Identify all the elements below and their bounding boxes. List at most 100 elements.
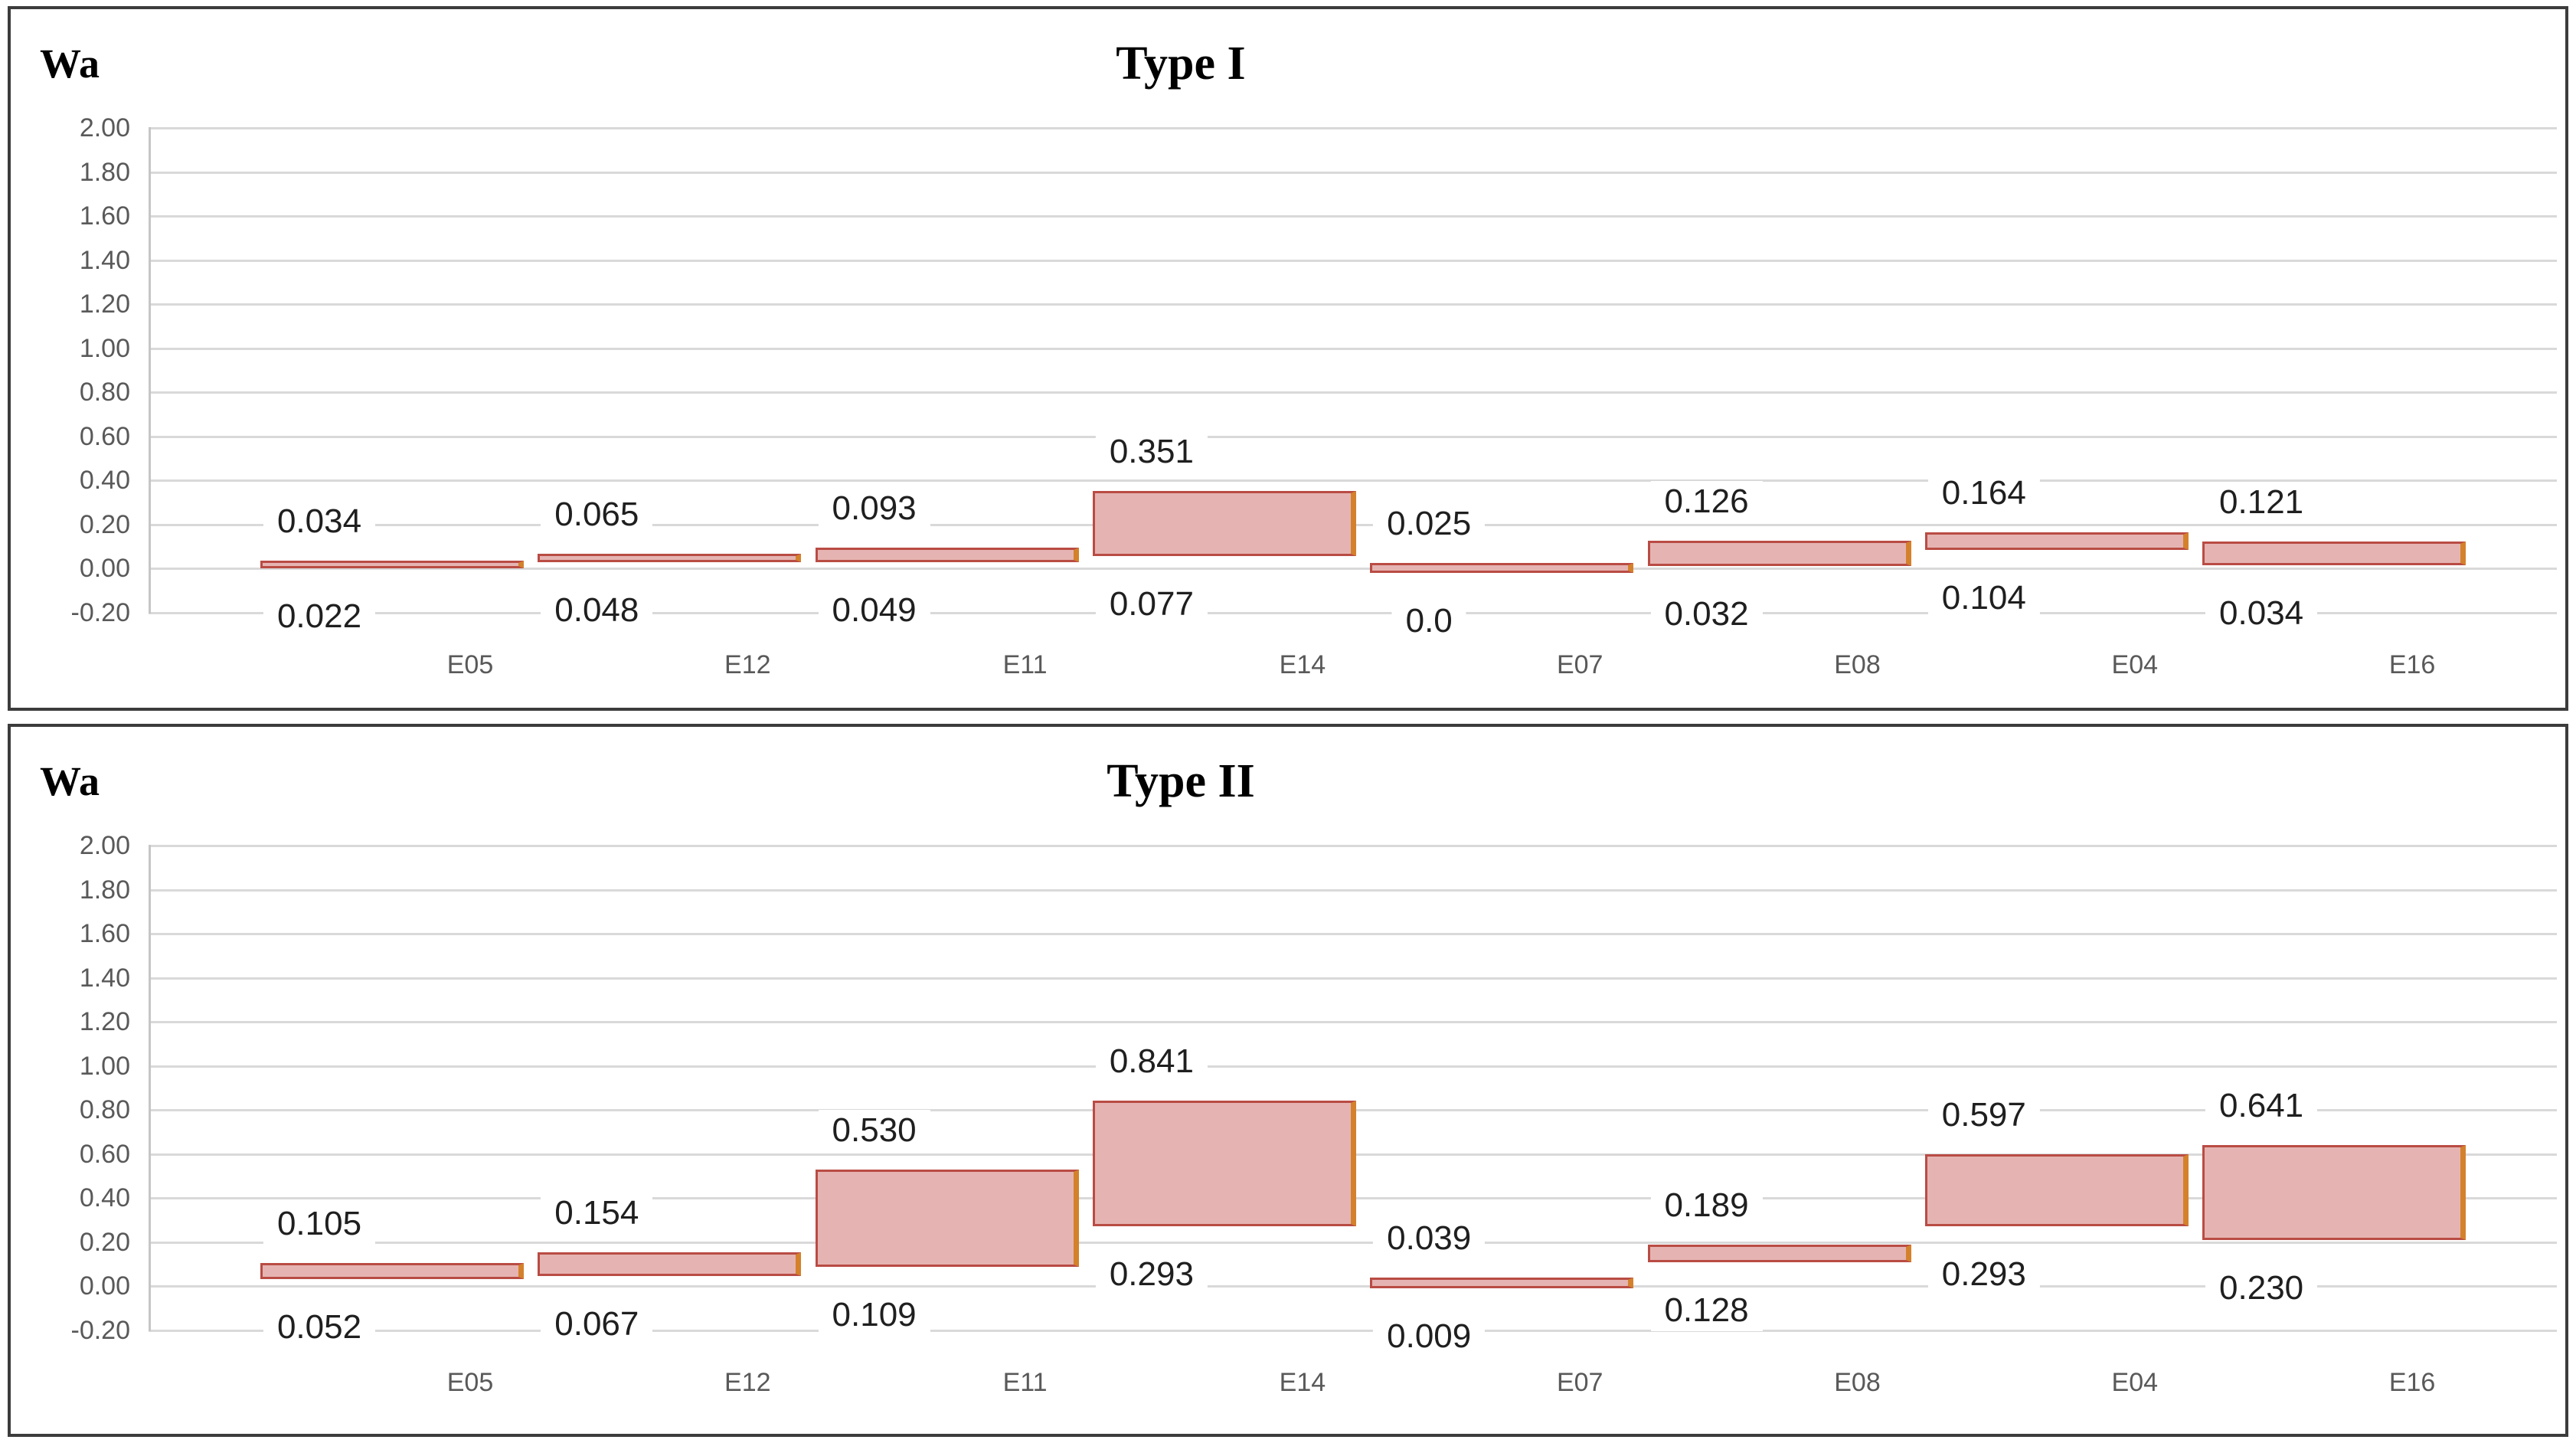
bar-high-label: 0.039 [1373, 1217, 1486, 1259]
x-category-label: E05 [446, 1368, 494, 1397]
bar-low-label: 0.022 [263, 595, 376, 637]
x-category-label: E12 [724, 650, 771, 679]
bar-low-label: 0.293 [1095, 1253, 1208, 1295]
chart-panel-type-i: Wa Type I 2.00 1.80 1.60 1.40 1.20 1.00 0.80 0.60… [8, 6, 2568, 711]
y-tick-label: 0.00 [79, 554, 130, 583]
y-tick-label: 2.00 [79, 113, 130, 142]
range-bar-e14 [1092, 1101, 1356, 1226]
y-tick-label: -0.20 [70, 597, 131, 627]
range-bar-e04 [1924, 532, 2189, 551]
y-tick-label: 2.00 [79, 831, 130, 860]
range-bar-e04 [1924, 1154, 2189, 1226]
x-category-label: E16 [2388, 650, 2436, 679]
y-tick-label: 1.20 [79, 290, 130, 319]
range-bar-e11 [815, 1169, 1079, 1267]
x-category-label: E08 [1834, 1368, 1881, 1397]
bar-high-label: 0.065 [541, 494, 653, 536]
bar-low-label: 0.128 [1650, 1290, 1763, 1332]
gridline [149, 1241, 2557, 1244]
chart-panel-type-ii: Wa Type II 2.00 1.80 1.60 1.40 1.20 1.00 0.80 0.6… [8, 724, 2568, 1437]
x-category-label: E05 [446, 650, 494, 679]
range-bar-e16 [2202, 542, 2466, 566]
x-category-label: E08 [1834, 650, 1881, 679]
gridline [149, 977, 2557, 980]
range-bar-e14 [1092, 491, 1356, 556]
y-tick-label: 1.40 [79, 245, 130, 275]
bar-low-label: 0.009 [1373, 1316, 1486, 1358]
gridline [149, 1021, 2557, 1023]
y-tick-label: 1.60 [79, 919, 130, 948]
range-bar-e08 [1647, 540, 1911, 566]
bar-high-label: 0.164 [1927, 472, 2040, 514]
gridline [149, 611, 2557, 614]
gridline [149, 127, 2557, 129]
gridline [149, 933, 2557, 935]
y-tick-label: 0.80 [79, 378, 130, 407]
gridline [149, 479, 2557, 482]
chart-title: Type I [1116, 38, 1246, 90]
bar-high-label: 0.126 [1650, 480, 1763, 522]
x-category-label: E11 [1002, 650, 1048, 679]
range-bar-e05 [260, 1262, 524, 1280]
y-tick-label: 1.00 [79, 1051, 130, 1081]
x-category-label: E11 [1002, 1368, 1048, 1397]
bar-low-label: 0.049 [818, 589, 930, 631]
gridline [149, 1065, 2557, 1068]
x-category-label: E12 [724, 1368, 771, 1397]
bar-high-label: 0.189 [1650, 1184, 1763, 1226]
bar-high-label: 0.025 [1373, 502, 1486, 545]
bar-high-label: 0.093 [818, 488, 930, 530]
bar-low-label: 0.032 [1650, 593, 1763, 635]
bar-low-label: 0.077 [1095, 583, 1208, 625]
bar-low-label: 0.293 [1927, 1253, 2040, 1295]
bar-high-label: 0.034 [263, 501, 376, 543]
gridline [149, 259, 2557, 262]
y-axis-title: Wa [40, 41, 100, 87]
y-tick-label: 1.80 [79, 875, 130, 905]
x-category-label: E14 [1279, 1368, 1326, 1397]
gridline [149, 303, 2557, 306]
y-tick-label: 0.20 [79, 1227, 130, 1257]
y-tick-label: 1.00 [79, 333, 130, 363]
y-tick-label: 0.60 [79, 421, 130, 451]
chart-title: Type II [1107, 755, 1255, 807]
bar-high-label: 0.105 [263, 1202, 376, 1245]
y-tick-label: 0.60 [79, 1139, 130, 1169]
y-tick-label: -0.20 [70, 1315, 131, 1345]
x-category-label: E04 [2111, 650, 2159, 679]
y-tick-label: 0.40 [79, 466, 130, 495]
bar-high-label: 0.121 [2205, 482, 2318, 524]
y-tick-label: 1.20 [79, 1007, 130, 1036]
range-bar-e12 [538, 1252, 802, 1276]
gridline [149, 888, 2557, 892]
bar-high-label: 0.841 [1095, 1041, 1208, 1083]
bar-high-label: 0.351 [1095, 431, 1208, 473]
bar-low-label: 0.0 [1391, 600, 1466, 642]
y-tick-label: 1.40 [79, 963, 130, 993]
x-category-label: E16 [2388, 1368, 2436, 1397]
y-axis-line [149, 127, 151, 614]
bar-low-label: 0.048 [541, 590, 653, 632]
range-bar-e12 [538, 554, 802, 563]
x-category-label: E14 [1279, 650, 1326, 679]
range-bar-e07 [1370, 1277, 1634, 1289]
bar-low-label: 0.230 [2205, 1267, 2318, 1309]
y-tick-label: 1.80 [79, 157, 130, 187]
range-bar-e07 [1370, 562, 1634, 573]
range-bar-e11 [815, 548, 1079, 562]
bar-high-label: 0.154 [541, 1192, 653, 1234]
bar-high-label: 0.641 [2205, 1085, 2318, 1127]
x-category-label: E07 [1556, 1368, 1603, 1397]
y-tick-label: 0.80 [79, 1095, 130, 1124]
range-bar-e05 [260, 561, 524, 568]
gridline [149, 391, 2557, 394]
y-tick-label: 1.60 [79, 201, 130, 231]
range-bar-e16 [2202, 1144, 2466, 1240]
gridline [149, 435, 2557, 438]
gridline [149, 347, 2557, 350]
x-category-label: E07 [1556, 650, 1603, 679]
y-tick-label: 0.40 [79, 1183, 130, 1212]
bar-low-label: 0.052 [263, 1307, 376, 1349]
gridline [149, 845, 2557, 847]
